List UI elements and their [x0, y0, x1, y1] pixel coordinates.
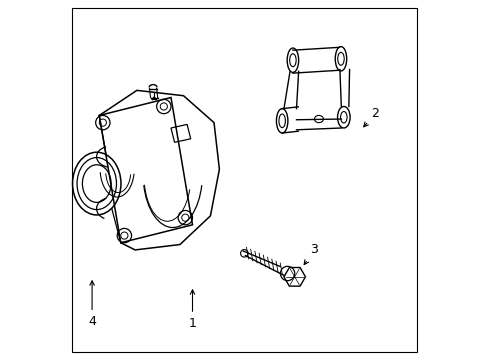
- Text: 1: 1: [188, 290, 196, 330]
- Text: 4: 4: [88, 281, 96, 328]
- Text: 3: 3: [304, 243, 318, 265]
- Text: 2: 2: [363, 107, 379, 127]
